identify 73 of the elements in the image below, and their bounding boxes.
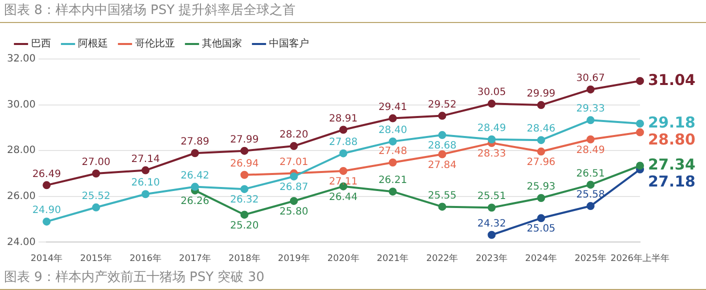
- y-tick-label: 32.00: [6, 54, 36, 65]
- data-label: 25.05: [526, 224, 556, 235]
- data-label: 25.51: [477, 191, 506, 202]
- data-label: 27.01: [280, 156, 308, 168]
- data-label: 27.48: [378, 146, 408, 158]
- data-label: 31.04: [648, 70, 696, 89]
- legend-label: 其他国家: [202, 38, 242, 50]
- x-tick-label: 2018年: [228, 252, 260, 264]
- x-tick-label: 2021年: [376, 252, 409, 264]
- data-label: 26.44: [328, 192, 358, 203]
- data-label: 26.10: [131, 178, 160, 189]
- data-label: 30.67: [576, 73, 605, 84]
- data-label: 26.49: [32, 168, 61, 180]
- x-tick-label: 2020年: [327, 252, 360, 264]
- data-label: 25.52: [82, 190, 110, 202]
- data-label: 29.52: [428, 99, 457, 110]
- data-label: 26.94: [230, 158, 259, 170]
- data-label: 24.90: [32, 205, 61, 216]
- x-tick-label: 2025年: [574, 252, 607, 264]
- data-label: 29.18: [648, 113, 696, 132]
- data-label: 29.33: [576, 104, 605, 115]
- data-label: 28.49: [576, 144, 605, 156]
- data-label: 25.80: [280, 206, 308, 218]
- data-label: 27.96: [526, 157, 556, 168]
- data-label: 24.32: [477, 218, 506, 230]
- data-label: 26.32: [230, 194, 259, 206]
- x-tick-label: 2022年: [426, 252, 458, 264]
- data-label: 26.26: [180, 196, 210, 208]
- data-label: 27.88: [328, 136, 358, 148]
- data-label: 29.41: [378, 102, 408, 113]
- data-label: 26.21: [378, 175, 408, 186]
- y-tick-label: 26.00: [6, 190, 36, 202]
- data-label: 29.99: [526, 88, 556, 100]
- data-label: 27.00: [82, 157, 110, 168]
- data-label: 28.68: [428, 140, 457, 152]
- legend-label: 哥伦比亚: [135, 38, 175, 50]
- data-label: 27.34: [648, 156, 696, 174]
- x-tick-label: 2015年: [80, 252, 112, 264]
- y-tick-label: 30.00: [6, 99, 36, 110]
- y-tick-label: 28.00: [6, 145, 36, 156]
- data-label: 27.14: [131, 154, 160, 165]
- data-label: 27.99: [230, 134, 259, 146]
- x-tick-label: 2017年: [179, 252, 211, 264]
- legend-label: 阿根廷: [78, 38, 108, 50]
- data-label: 25.55: [428, 190, 457, 202]
- data-label: 28.33: [477, 148, 506, 160]
- data-label: 27.11: [328, 176, 358, 188]
- data-label: 28.49: [477, 122, 506, 134]
- legend-label: 中国客户: [269, 38, 309, 50]
- data-label: 25.20: [230, 220, 259, 232]
- x-tick-label: 2019年: [278, 252, 310, 264]
- x-tick-label: 2023年: [476, 252, 508, 264]
- x-tick-label: 2014年: [30, 252, 63, 264]
- data-label: 26.51: [576, 168, 605, 180]
- data-label: 28.80: [648, 130, 696, 148]
- data-label: 25.93: [526, 182, 556, 193]
- legend-label: 巴西: [31, 38, 51, 50]
- chart-title: 图表 8：样本内中国猪场 PSY 提升斜率居全球之首: [0, 0, 706, 23]
- data-label: 28.40: [378, 125, 408, 136]
- data-label: 28.46: [526, 124, 556, 135]
- data-label: 27.84: [428, 160, 457, 171]
- data-label: 30.05: [477, 87, 506, 98]
- x-tick-label: 2026年上半年: [610, 252, 670, 264]
- data-label: 28.20: [280, 130, 308, 141]
- data-label: 26.42: [180, 170, 210, 182]
- text: 图表 9：样本内产效前五十猪场 PSY 突破 30: [0, 267, 706, 290]
- x-tick-label: 2016年: [130, 252, 162, 264]
- data-label: 27.18: [648, 172, 696, 191]
- x-tick-label: 2024年: [525, 252, 558, 264]
- data-label: 28.91: [328, 113, 358, 124]
- data-label: 27.89: [180, 136, 210, 148]
- y-tick-label: 24.00: [6, 236, 36, 248]
- data-label: 26.87: [280, 182, 308, 194]
